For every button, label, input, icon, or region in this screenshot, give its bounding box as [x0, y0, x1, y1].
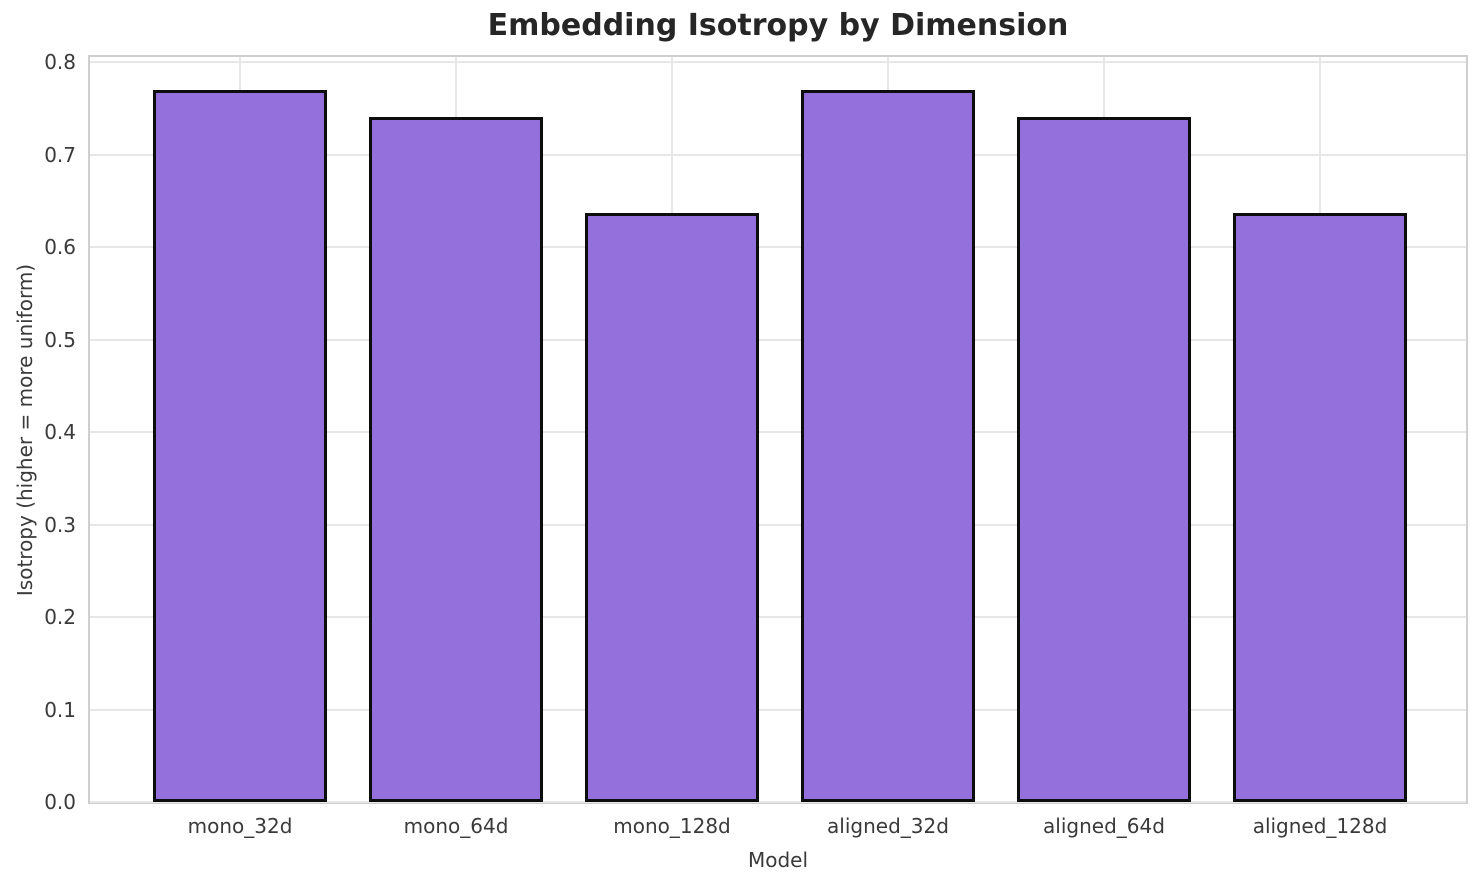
chart-title: Embedding Isotropy by Dimension — [487, 8, 1069, 43]
bar-aligned_128d — [1233, 213, 1407, 802]
x-tick-label: aligned_32d — [827, 814, 949, 838]
bar-aligned_64d — [1017, 117, 1191, 802]
x-tick-label: aligned_128d — [1252, 814, 1388, 838]
x-tick-label: aligned_64d — [1043, 814, 1165, 838]
y-tick-label: 0.7 — [44, 142, 76, 167]
y-tick-label: 0.2 — [44, 605, 76, 630]
y-tick-label: 0.8 — [44, 50, 76, 75]
y-tick-label: 0.4 — [44, 420, 76, 445]
y-tick-label: 0.3 — [44, 512, 76, 537]
bar-aligned_32d — [801, 90, 975, 802]
bar-mono_64d — [369, 117, 543, 802]
bar-mono_32d — [153, 90, 327, 802]
y-tick-label: 0.6 — [44, 235, 76, 260]
x-tick-label: mono_64d — [403, 814, 509, 838]
y-gridline — [90, 61, 1466, 64]
y-tick-label: 0.5 — [44, 327, 76, 352]
y-tick-label: 0.0 — [44, 790, 76, 814]
y-tick-label: 0.1 — [44, 697, 76, 722]
plot-area — [88, 55, 1468, 804]
x-tick-label: mono_128d — [613, 814, 731, 838]
x-axis-label: Model — [747, 848, 809, 872]
bar-mono_128d — [585, 213, 759, 802]
x-tick-label: mono_32d — [187, 814, 293, 838]
